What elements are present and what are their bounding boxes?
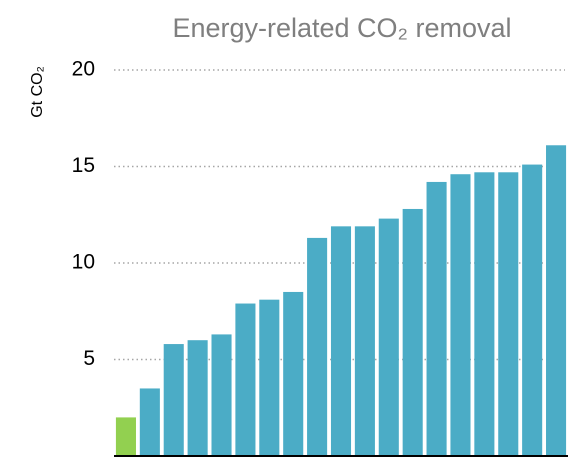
bar [402,208,423,456]
y-axis-label: Gt CO₂ [29,66,46,118]
bar [115,417,136,456]
y-tick-label: 10 [72,251,95,274]
bar [498,172,519,457]
bar [211,334,232,456]
y-tick-label: 15 [72,154,95,177]
chart-title: Energy-related CO₂ removal [172,13,511,43]
bar [187,340,208,456]
bar [474,172,495,457]
bar [139,388,160,456]
bar [450,174,471,456]
bar [163,344,184,456]
bar [283,291,304,456]
bar [307,237,328,456]
y-tick-label: 5 [83,347,95,370]
bar [426,181,447,456]
bar [522,164,543,456]
bar [235,303,256,456]
bar [378,218,399,456]
bar [354,226,375,456]
bar [259,299,280,456]
y-tick-label: 20 [72,58,95,81]
bar [546,145,567,456]
bar [330,226,352,456]
